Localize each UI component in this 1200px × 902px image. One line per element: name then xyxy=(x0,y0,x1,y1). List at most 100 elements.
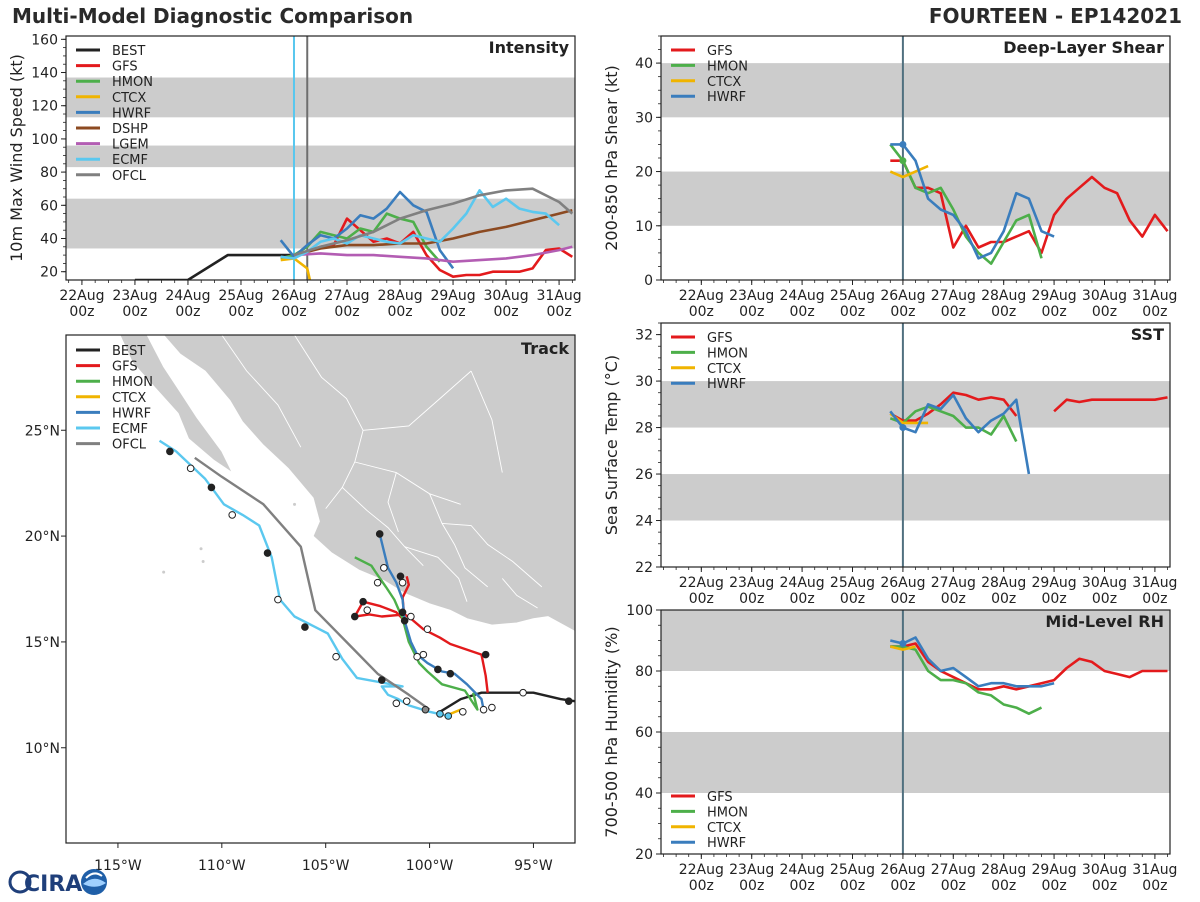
series-hmon xyxy=(890,645,1043,715)
x-tick-label: 22Aug xyxy=(679,288,724,304)
legend-label: CTCX xyxy=(707,75,741,90)
series-lgem xyxy=(293,245,573,263)
track-position-marker xyxy=(207,483,216,492)
x-tick-label: 27Aug xyxy=(931,575,976,591)
x-tick-sublabel: 00z xyxy=(1142,304,1167,320)
lat-tick-label: 25°N xyxy=(25,423,60,439)
legend-label: ECMF xyxy=(112,153,148,168)
state-border xyxy=(354,461,461,505)
track-position-marker xyxy=(421,705,430,714)
track-position-marker xyxy=(332,652,340,661)
legend-label: HMON xyxy=(707,805,748,820)
x-tick-sublabel: 00z xyxy=(281,304,306,320)
x-tick-sublabel: 00z xyxy=(689,304,714,320)
legend-label: DSHP xyxy=(112,122,148,137)
legend-label: OFCL xyxy=(112,438,147,453)
x-tick-sublabel: 00z xyxy=(941,878,966,894)
series-ecmf xyxy=(280,189,560,260)
legend-label: BEST xyxy=(112,44,145,59)
x-tick-sublabel: 00z xyxy=(1092,591,1117,607)
x-tick-label: 25Aug xyxy=(830,575,875,591)
x-tick-label: 25Aug xyxy=(218,288,263,304)
x-tick-sublabel: 00z xyxy=(1142,591,1167,607)
island xyxy=(201,559,205,563)
x-tick-sublabel: 00z xyxy=(790,591,815,607)
series-gfs xyxy=(889,391,1168,422)
y-tick-label: 28 xyxy=(635,421,653,437)
x-tick-sublabel: 00z xyxy=(1042,304,1067,320)
track-position-marker xyxy=(398,608,407,617)
state-border xyxy=(429,493,488,588)
x-tick-sublabel: 00z xyxy=(991,304,1016,320)
x-tick-label: 23Aug xyxy=(729,575,774,591)
x-tick-sublabel: 00z xyxy=(175,304,200,320)
x-tick-label: 30Aug xyxy=(483,288,528,304)
state-border xyxy=(341,487,424,567)
intensity-panel: 2040608010012014016022Aug00z23Aug00z24Au… xyxy=(7,32,582,320)
storm-id-title: FOURTEEN - EP142021 xyxy=(928,4,1182,28)
threshold-band xyxy=(661,63,1170,118)
track-position-marker xyxy=(413,652,421,661)
x-tick-label: 31Aug xyxy=(1132,288,1177,304)
track-hmon xyxy=(354,556,479,711)
series-ctcx xyxy=(889,645,916,651)
x-tick-label: 25Aug xyxy=(830,862,875,878)
y-axis-label: 200-850 hPa Shear (kt) xyxy=(602,65,621,251)
x-tick-label: 29Aug xyxy=(1032,575,1077,591)
x-tick-sublabel: 00z xyxy=(1042,878,1067,894)
track-position-marker xyxy=(359,597,367,606)
track-position-marker xyxy=(446,669,455,678)
x-tick-label: 22Aug xyxy=(679,575,724,591)
state-border xyxy=(387,472,399,533)
x-tick-sublabel: 00z xyxy=(1092,304,1117,320)
y-tick-label: 20 xyxy=(635,847,653,863)
logo-ring-icon xyxy=(8,870,32,894)
x-tick-label: 25Aug xyxy=(830,288,875,304)
panel-title: Intensity xyxy=(489,38,570,57)
x-tick-label: 26Aug xyxy=(880,575,925,591)
x-tick-label: 29Aug xyxy=(430,288,475,304)
legend-label: ECMF xyxy=(112,422,148,437)
figure-title: Multi-Model Diagnostic Comparison xyxy=(12,4,414,28)
lon-tick-label: 95°W xyxy=(514,858,553,874)
x-tick-label: 27Aug xyxy=(324,288,369,304)
state-border xyxy=(501,578,538,609)
state-border xyxy=(404,546,468,602)
x-tick-label: 31Aug xyxy=(537,288,582,304)
track-position-marker xyxy=(400,616,409,625)
track-position-marker xyxy=(375,530,384,538)
lat-tick-label: 20°N xyxy=(25,529,60,545)
threshold-band xyxy=(661,732,1170,793)
legend-label: CTCX xyxy=(112,91,146,106)
x-tick-sublabel: 00z xyxy=(890,878,915,894)
x-tick-label: 26Aug xyxy=(880,862,925,878)
x-tick-sublabel: 00z xyxy=(890,304,915,320)
legend-label: HWRF xyxy=(707,836,746,851)
legend-label: OFCL xyxy=(112,169,147,184)
panel-title: SST xyxy=(1131,325,1164,344)
track-position-marker xyxy=(228,511,237,519)
x-tick-label: 31Aug xyxy=(1132,575,1177,591)
x-tick-label: 23Aug xyxy=(729,862,774,878)
y-axis-label: Sea Surface Temp (°C) xyxy=(602,355,621,535)
lon-tick-label: 100°W xyxy=(406,858,454,874)
legend-label: HMON xyxy=(707,346,748,361)
legend-label: CTCX xyxy=(707,362,741,377)
state-border xyxy=(221,335,302,448)
x-tick-sublabel: 00z xyxy=(122,304,147,320)
track-position-marker xyxy=(488,703,496,712)
track-position-marker xyxy=(436,710,444,718)
legend-label: HMON xyxy=(707,59,748,74)
logo-wordmark: CIRA xyxy=(24,872,82,897)
track-position-marker xyxy=(444,712,453,720)
island xyxy=(162,570,166,574)
threshold-band xyxy=(66,198,575,249)
legend-label: HMON xyxy=(112,75,153,90)
track-ofcl xyxy=(194,456,431,711)
x-tick-sublabel: 00z xyxy=(1092,878,1117,894)
state-border xyxy=(294,335,364,431)
state-border xyxy=(363,370,472,431)
track-position-marker xyxy=(419,650,428,659)
threshold-band xyxy=(661,171,1170,226)
